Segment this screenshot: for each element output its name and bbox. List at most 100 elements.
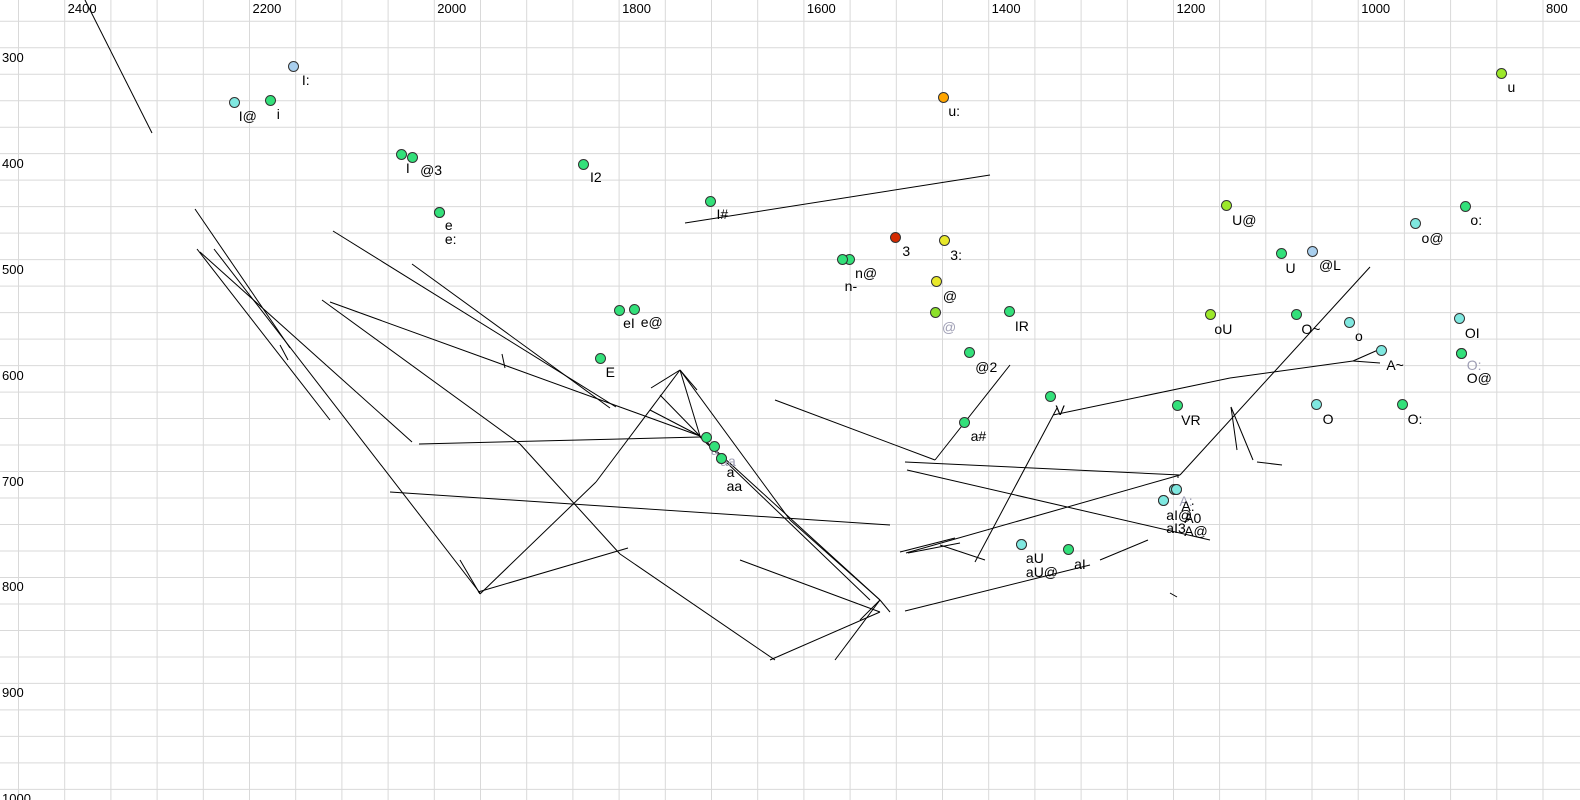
vowel-point[interactable] xyxy=(1307,245,1319,257)
y-tick-label: 600 xyxy=(2,367,24,383)
vowel-point[interactable] xyxy=(959,417,971,429)
vowel-label: I2 xyxy=(589,169,602,186)
vowel-point[interactable] xyxy=(1045,390,1057,402)
vowel-label: e xyxy=(444,216,453,233)
vowel-point[interactable] xyxy=(1062,544,1074,556)
vowel-point[interactable] xyxy=(629,303,641,315)
vowel-label: a# xyxy=(970,427,987,444)
vowel-point[interactable] xyxy=(889,231,901,243)
vowel-label: I xyxy=(405,159,410,176)
x-tick-label: 1200 xyxy=(1176,1,1206,16)
vowel-label: @2 xyxy=(975,358,998,375)
vowel-point[interactable] xyxy=(931,276,943,288)
vowel-point[interactable] xyxy=(937,91,949,103)
vowel-label: O: xyxy=(1466,356,1482,373)
vowel-point[interactable] xyxy=(595,352,607,364)
vowel-label: @ xyxy=(941,318,957,335)
vowel-point[interactable] xyxy=(1204,309,1216,321)
vowel-label: I: xyxy=(301,71,310,88)
y-tick-label: 800 xyxy=(2,579,24,595)
vowel-label: A: xyxy=(1179,492,1193,509)
vowel-point[interactable] xyxy=(1290,309,1302,321)
vowel-point[interactable] xyxy=(1016,539,1028,551)
vowel-point[interactable] xyxy=(288,61,300,73)
vowel-point[interactable] xyxy=(578,158,590,170)
vowel-point[interactable] xyxy=(1459,201,1471,213)
vowel-label: 3: xyxy=(950,246,962,263)
vowel-label: O xyxy=(1322,410,1334,427)
vowel-label: e: xyxy=(444,230,457,247)
x-tick-label: 1000 xyxy=(1361,1,1391,16)
vowel-label: aU@ xyxy=(1025,563,1059,580)
vowel-label: o xyxy=(1355,328,1363,345)
vowel-point[interactable] xyxy=(1343,316,1355,328)
vowel-label: e@ xyxy=(640,314,663,331)
vowel-label: A0 xyxy=(1184,509,1202,526)
vowel-label: O: xyxy=(1407,410,1423,427)
vowel-label: a xyxy=(726,463,735,480)
vowel-point[interactable] xyxy=(938,235,950,247)
x-tick-label: 800 xyxy=(1546,1,1568,16)
vowel-label: aI xyxy=(1074,555,1086,572)
vowel-point[interactable] xyxy=(716,453,728,465)
vowel-point[interactable] xyxy=(229,97,241,109)
vowel-point[interactable] xyxy=(1495,67,1507,79)
vowel-point[interactable] xyxy=(1454,313,1466,325)
vowel-label: aI@ xyxy=(1166,507,1193,524)
vowel-label: o: xyxy=(1470,211,1483,228)
vowel-label: o@ xyxy=(1421,229,1444,246)
y-tick-label: 1000 xyxy=(2,791,31,800)
x-tick-label: 2000 xyxy=(437,1,467,16)
x-tick-label: 1600 xyxy=(806,1,836,16)
vowel-label: aa xyxy=(726,477,743,494)
x-tick-label: 1800 xyxy=(622,1,651,16)
vowel-label: @ xyxy=(942,287,958,304)
vowel-label: i xyxy=(276,105,280,122)
vowel-point[interactable] xyxy=(705,195,717,207)
y-tick-label: 500 xyxy=(2,261,24,277)
vowel-point[interactable] xyxy=(1311,399,1323,411)
vowel-label: O@ xyxy=(1466,369,1492,386)
vowel-point[interactable] xyxy=(708,440,720,452)
vowel-point[interactable] xyxy=(1004,306,1016,318)
vowel-point[interactable] xyxy=(1171,400,1183,412)
vowel-point[interactable] xyxy=(406,152,418,164)
vowel-point[interactable] xyxy=(963,347,975,359)
vowel-label: U@ xyxy=(1232,211,1257,228)
vowel-label: @L xyxy=(1318,257,1341,274)
vowel-point[interactable] xyxy=(613,304,625,316)
vowel-label: n- xyxy=(844,277,858,294)
vowel-label: A~ xyxy=(1386,356,1404,373)
x-tick-label: 2200 xyxy=(252,1,282,16)
vowel-label: @3 xyxy=(420,161,443,178)
vowel-label: A: xyxy=(1181,497,1195,514)
vowel-point[interactable] xyxy=(930,307,942,319)
vowel-label: A@ xyxy=(1184,522,1208,539)
y-tick-label: 300 xyxy=(2,49,24,65)
vowel-point[interactable] xyxy=(1375,345,1387,357)
vowel-point[interactable] xyxy=(265,95,277,107)
vowel-point[interactable] xyxy=(1276,247,1288,259)
vowel-point[interactable] xyxy=(701,432,713,444)
vowel-label: U xyxy=(1285,260,1296,277)
y-tick-label: 400 xyxy=(2,155,24,171)
vowel-label: 3 xyxy=(902,243,911,260)
vowel-label: O~ xyxy=(1301,320,1321,337)
vowel-point[interactable] xyxy=(1397,399,1409,411)
vowel-point[interactable] xyxy=(1157,494,1169,506)
vowel-point[interactable] xyxy=(1410,218,1422,230)
vowel-point[interactable] xyxy=(1170,484,1182,496)
vowel-point[interactable] xyxy=(1456,348,1468,360)
vowel-point[interactable] xyxy=(1220,200,1232,212)
vowel-point[interactable] xyxy=(837,254,849,266)
vowel-label: V xyxy=(1055,402,1065,419)
vowel-point[interactable] xyxy=(434,207,446,219)
x-tick-label: 1400 xyxy=(991,1,1021,16)
vowel-label: E xyxy=(605,364,615,381)
vowel-label: I@ xyxy=(238,107,257,124)
vowel-label: VR xyxy=(1181,411,1201,428)
vowel-label: I# xyxy=(716,206,729,223)
vowel-label: OI xyxy=(1464,324,1480,341)
